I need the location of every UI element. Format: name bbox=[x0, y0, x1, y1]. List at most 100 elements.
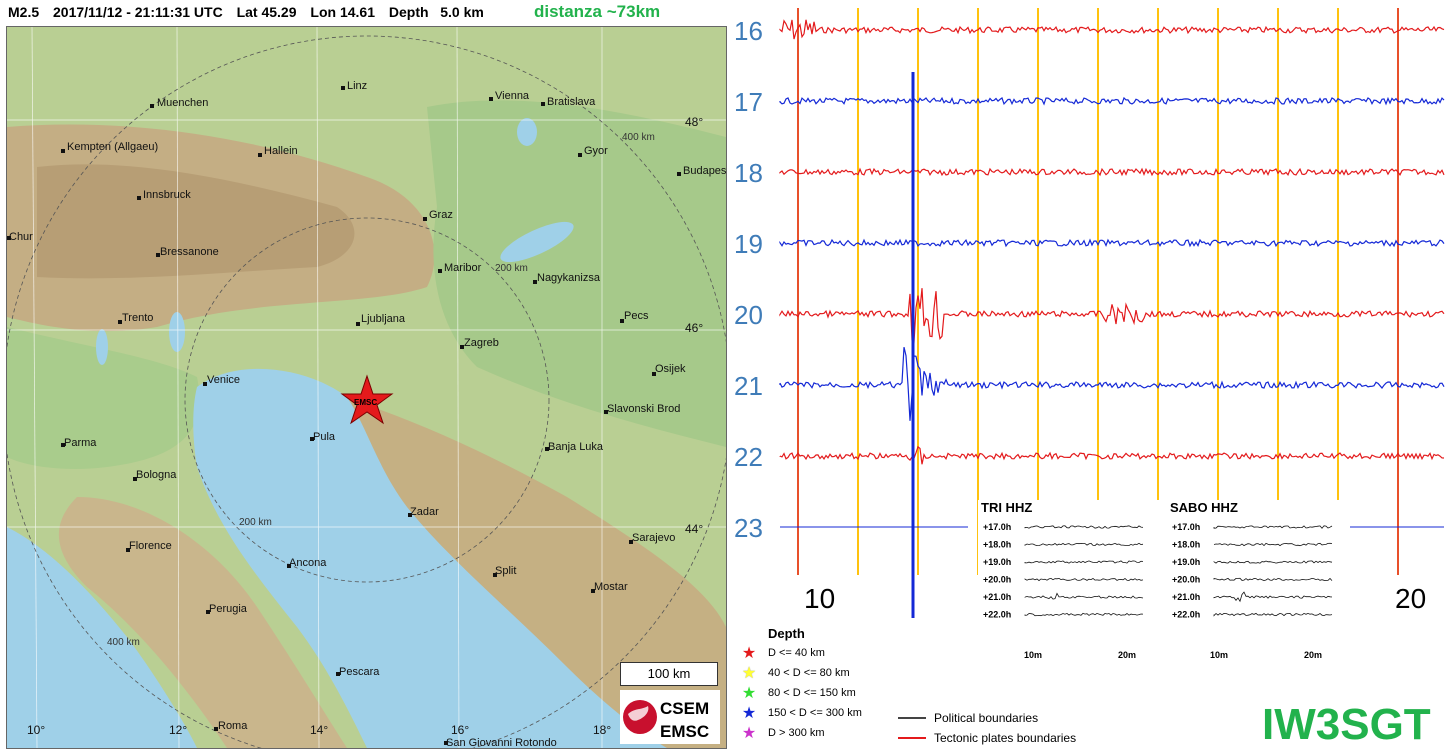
station-trace bbox=[1024, 592, 1144, 600]
hour-label: 20 bbox=[734, 300, 763, 330]
station-title: TRI HHZ bbox=[981, 500, 1032, 515]
hour-label: 16 bbox=[734, 16, 763, 46]
magnitude: M2.5 bbox=[8, 4, 40, 20]
city-label: Muenchen bbox=[157, 97, 208, 109]
ring-label: 400 km bbox=[107, 637, 140, 648]
hour-trace bbox=[779, 238, 1445, 248]
station-trace bbox=[1213, 591, 1333, 603]
event-depth: Depth 5.0 km bbox=[388, 4, 484, 20]
tick-label: 20m bbox=[1304, 650, 1323, 660]
hour-label: 17 bbox=[734, 87, 763, 117]
lake-neusiedl bbox=[517, 118, 537, 146]
station-trace bbox=[1213, 542, 1333, 547]
city-label: Roma bbox=[218, 720, 248, 732]
station-row-label: +18.0h bbox=[1172, 540, 1200, 550]
city-markers: Linz Vienna Bratislava Muenchen Kempten … bbox=[7, 80, 726, 748]
lake-balaton bbox=[500, 221, 574, 263]
legend-title: Depth bbox=[768, 626, 805, 641]
epicenter-star-icon bbox=[340, 374, 394, 425]
city-label: Maribor bbox=[444, 262, 482, 274]
logo-text-bottom: EMSC bbox=[660, 722, 709, 741]
city-label: Gyor bbox=[584, 145, 608, 157]
station-row-label: +22.0h bbox=[1172, 610, 1200, 620]
minute-gridlines bbox=[797, 8, 1399, 575]
station-trace bbox=[1213, 612, 1333, 617]
lon-label: 16° bbox=[451, 723, 469, 737]
city-label: Vienna bbox=[495, 90, 530, 102]
city-label: Chur bbox=[9, 231, 33, 243]
city-label: Osijek bbox=[655, 363, 686, 375]
legend-item: ★ D > 300 km bbox=[738, 723, 862, 743]
city-label: Kempten (Allgaeu) bbox=[67, 141, 158, 153]
adriatic-sea bbox=[193, 368, 667, 748]
city-label: Florence bbox=[129, 540, 172, 552]
boundaries-legend: Political boundaries Tectonic plates bou… bbox=[898, 708, 1076, 748]
line-swatch bbox=[898, 717, 926, 719]
graticule bbox=[7, 27, 726, 748]
station-row-label: +22.0h bbox=[983, 610, 1011, 620]
legend-item: Tectonic plates boundaries bbox=[898, 728, 1076, 748]
city-label: Hallein bbox=[264, 145, 298, 157]
city-label: Perugia bbox=[209, 603, 248, 615]
epicenter-map: 400 km 200 km 200 km 400 km Linz Vienna … bbox=[6, 26, 727, 749]
hour-label: 21 bbox=[734, 371, 763, 401]
event-datetime: 2017/11/12 - 21:11:31 UTC bbox=[53, 4, 223, 20]
line-swatch bbox=[898, 737, 926, 739]
dinaric-relief bbox=[307, 387, 726, 748]
city-label: Pescara bbox=[339, 666, 380, 678]
station-row-label: +20.0h bbox=[983, 575, 1011, 585]
city-label: Nagykanizsa bbox=[537, 272, 601, 284]
star-icon: ★ bbox=[741, 685, 757, 702]
city-label: Venice bbox=[207, 374, 240, 386]
hour-label: 22 bbox=[734, 442, 763, 472]
lat-label: 44° bbox=[685, 522, 703, 536]
hour-traces bbox=[779, 19, 1445, 618]
station-row-label: +20.0h bbox=[1172, 575, 1200, 585]
distance-label: distanza ~73km bbox=[534, 2, 661, 21]
lat-label: 46° bbox=[685, 321, 703, 335]
station-trace bbox=[1213, 525, 1333, 529]
ring-label: 400 km bbox=[622, 132, 655, 143]
station-callsign: IW3SGT bbox=[1262, 700, 1431, 749]
city-label: Bologna bbox=[136, 469, 177, 481]
event-lat: Lat 45.29 bbox=[236, 4, 297, 20]
x-axis-start-label: 10 bbox=[804, 583, 835, 614]
station-trace bbox=[1213, 560, 1333, 564]
city-label: Slavonski Brod bbox=[607, 403, 680, 415]
hour-label: 18 bbox=[734, 158, 763, 188]
ring-200km bbox=[184, 217, 550, 583]
city-label: Zagreb bbox=[464, 337, 499, 349]
city-label: Parma bbox=[64, 437, 97, 449]
ring-label: 200 km bbox=[495, 263, 528, 274]
star-icon: ★ bbox=[741, 725, 757, 742]
epicenter-label: EMSC bbox=[354, 398, 377, 407]
lon-label: 18° bbox=[593, 723, 611, 737]
tick-label: 10m bbox=[1210, 650, 1229, 660]
city-label: Bressanone bbox=[160, 246, 219, 258]
station-row-label: +21.0h bbox=[983, 592, 1011, 602]
hour-trace bbox=[779, 346, 1445, 421]
hour-label: 23 bbox=[734, 513, 763, 543]
city-label: Pecs bbox=[624, 310, 649, 322]
city-label: Mostar bbox=[594, 581, 628, 593]
city-label: San Giovanni Rotondo bbox=[446, 737, 557, 748]
city-label: Zadar bbox=[410, 506, 439, 518]
city-label: Trento bbox=[122, 312, 153, 324]
pannonian-plain bbox=[427, 100, 726, 447]
event-lon: Lon 14.61 bbox=[310, 4, 375, 20]
city-label: Banja Luka bbox=[548, 441, 604, 453]
city-label: Budapest bbox=[683, 165, 726, 177]
city-label: Graz bbox=[429, 209, 453, 221]
station-row-label: +21.0h bbox=[1172, 592, 1200, 602]
legend-item: ★ 80 < D <= 150 km bbox=[738, 683, 862, 703]
tyrrhenian-sea bbox=[7, 527, 197, 748]
legend-item: Political boundaries bbox=[898, 708, 1076, 728]
hour-label: 19 bbox=[734, 229, 763, 259]
legend-item: ★ D <= 40 km bbox=[738, 643, 862, 663]
star-icon: ★ bbox=[741, 645, 757, 662]
map-scale-bar: 100 km bbox=[620, 662, 718, 686]
tick-label: 10m bbox=[1024, 650, 1043, 660]
event-header: M2.5 2017/11/12 - 21:11:31 UTC Lat 45.29… bbox=[8, 4, 494, 24]
city-label: Ljubljana bbox=[361, 313, 406, 325]
x-axis-end-label: 20 bbox=[1395, 583, 1426, 614]
